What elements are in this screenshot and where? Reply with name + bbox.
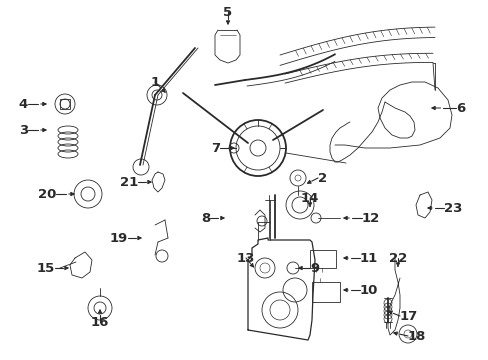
Text: 9: 9 xyxy=(309,261,319,274)
Text: 12: 12 xyxy=(361,211,380,225)
Text: 2: 2 xyxy=(317,171,326,184)
Text: 3: 3 xyxy=(19,123,28,136)
Text: 11: 11 xyxy=(359,252,378,265)
Bar xyxy=(309,250,335,268)
Text: 6: 6 xyxy=(455,102,464,114)
Text: 23: 23 xyxy=(443,202,462,215)
Text: 18: 18 xyxy=(407,329,426,342)
Text: 21: 21 xyxy=(120,175,138,189)
Text: 17: 17 xyxy=(399,310,417,323)
Bar xyxy=(60,99,70,109)
Bar xyxy=(311,282,339,302)
Text: 15: 15 xyxy=(37,261,55,274)
Text: 16: 16 xyxy=(91,315,109,328)
Text: 20: 20 xyxy=(38,188,56,201)
Text: 7: 7 xyxy=(210,141,220,154)
Text: 10: 10 xyxy=(359,284,378,297)
Text: 22: 22 xyxy=(388,252,407,265)
Text: 5: 5 xyxy=(223,5,232,18)
Text: 14: 14 xyxy=(300,192,319,204)
Text: 4: 4 xyxy=(19,98,28,111)
Text: 1: 1 xyxy=(150,76,159,89)
Text: 19: 19 xyxy=(109,231,128,244)
Text: 8: 8 xyxy=(201,211,209,225)
Text: 13: 13 xyxy=(236,252,255,265)
